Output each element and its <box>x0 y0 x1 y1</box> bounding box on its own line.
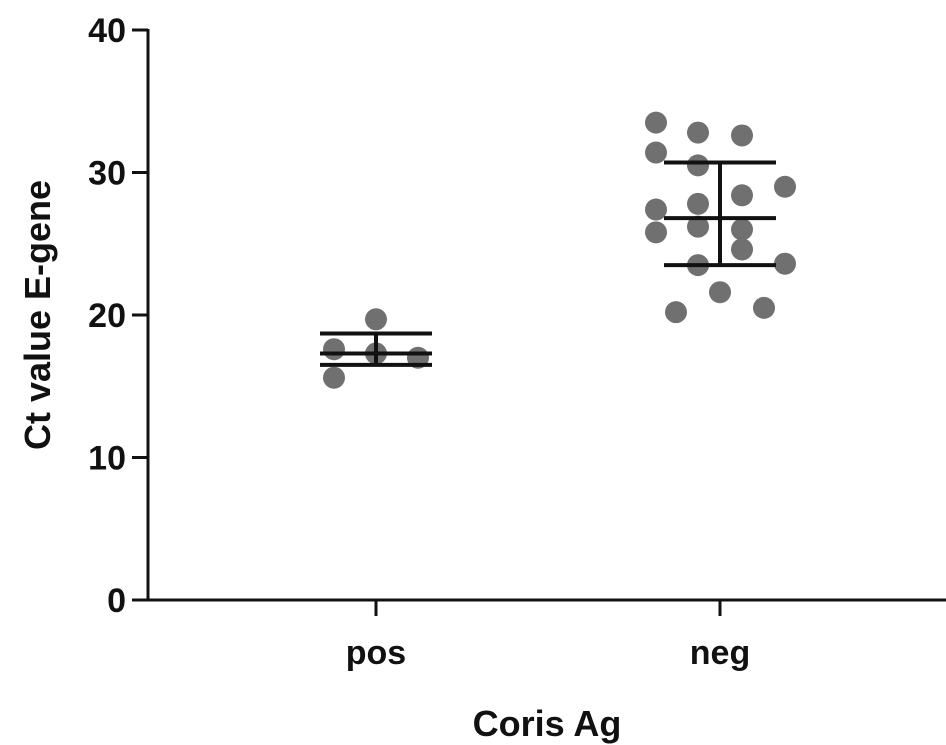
point-neg-12 <box>645 221 667 244</box>
point-pos-1 <box>365 308 387 331</box>
point-neg-10 <box>687 215 709 238</box>
error-bars <box>320 160 776 367</box>
y-tick-label-10: 10 <box>88 440 126 478</box>
point-neg-17 <box>753 296 775 319</box>
x-tick-label-neg: neg <box>690 634 750 672</box>
point-neg-2 <box>687 121 709 144</box>
y-axis-title: Ct value E-gene <box>17 180 58 450</box>
point-neg-18 <box>665 301 687 324</box>
x-axis: pos neg <box>147 598 946 672</box>
point-neg-13 <box>731 238 753 261</box>
y-tick-label-0: 0 <box>107 582 126 620</box>
y-tick-label-20: 20 <box>88 297 126 335</box>
point-neg-9 <box>645 198 667 221</box>
point-neg-6 <box>774 175 796 198</box>
point-pos-2 <box>323 338 345 361</box>
point-neg-14 <box>774 252 796 275</box>
y-axis: 0 10 20 30 40 <box>88 12 150 620</box>
point-pos-5 <box>323 366 345 389</box>
point-neg-8 <box>687 192 709 215</box>
point-neg-16 <box>709 281 731 304</box>
data-points <box>323 111 796 389</box>
x-axis-title: Coris Ag <box>473 703 622 744</box>
point-neg-1 <box>645 111 667 134</box>
x-tick-label-pos: pos <box>346 634 406 672</box>
point-neg-11 <box>731 218 753 241</box>
point-neg-5 <box>687 154 709 177</box>
point-neg-3 <box>731 124 753 147</box>
y-tick-label-30: 30 <box>88 155 126 193</box>
point-neg-7 <box>731 184 753 207</box>
y-tick-label-40: 40 <box>88 12 126 50</box>
point-neg-4 <box>645 141 667 164</box>
